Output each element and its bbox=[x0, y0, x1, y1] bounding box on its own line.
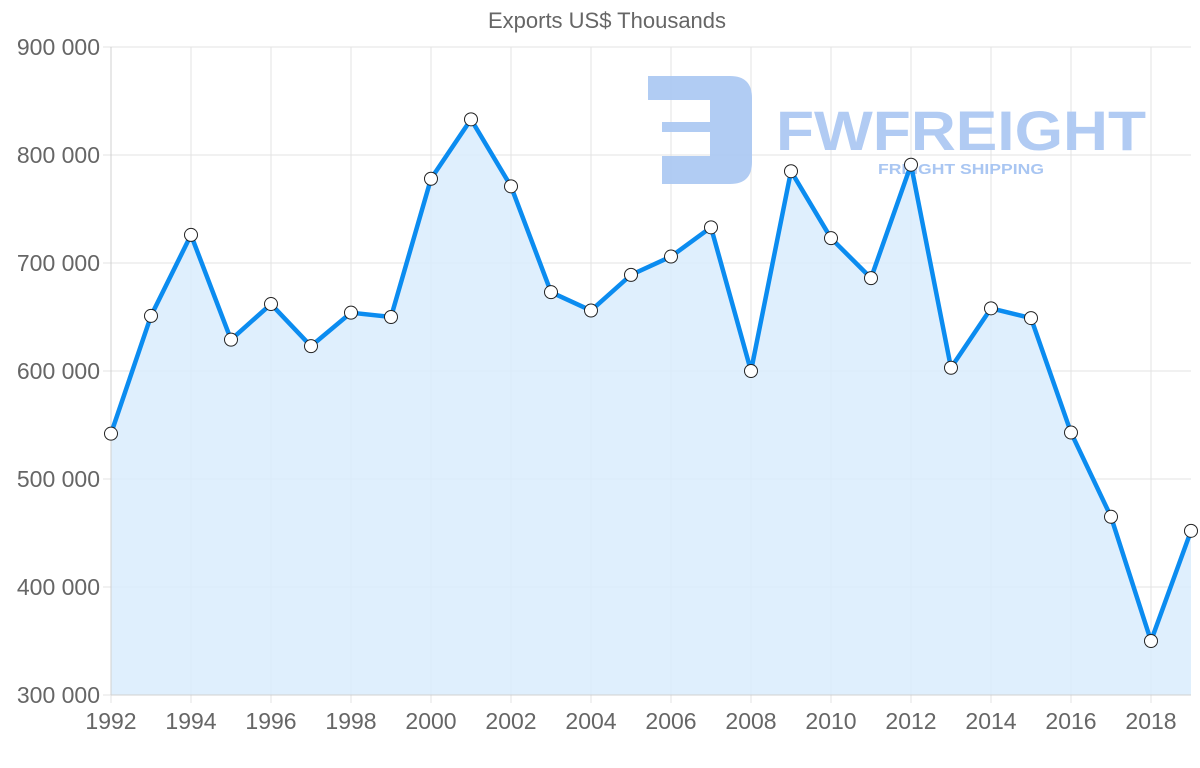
data-point[interactable] bbox=[864, 271, 878, 286]
watermark-tagline: FREIGHT SHIPPING bbox=[878, 161, 1044, 178]
x-tick-label: 2000 bbox=[405, 708, 456, 734]
logo-mark-icon bbox=[648, 76, 752, 184]
data-point[interactable] bbox=[1064, 425, 1078, 440]
x-tick-label: 2008 bbox=[725, 708, 776, 734]
x-tick-label: 2002 bbox=[485, 708, 536, 734]
data-point[interactable] bbox=[624, 267, 638, 282]
data-point[interactable] bbox=[264, 297, 278, 312]
data-point[interactable] bbox=[704, 220, 718, 235]
x-tick-label: 2006 bbox=[645, 708, 696, 734]
data-line bbox=[108, 117, 1194, 644]
data-point[interactable] bbox=[344, 305, 358, 320]
data-point[interactable] bbox=[784, 164, 798, 179]
watermark-logo: FWFREIGHT FREIGHT SHIPPING bbox=[648, 76, 1146, 184]
x-tick-label: 1994 bbox=[165, 708, 216, 734]
x-tick-label: 2010 bbox=[805, 708, 856, 734]
x-tick-label: 2012 bbox=[885, 708, 936, 734]
data-point[interactable] bbox=[1024, 311, 1038, 326]
x-tick-label: 2004 bbox=[565, 708, 616, 734]
data-point[interactable] bbox=[904, 157, 918, 172]
data-point[interactable] bbox=[504, 179, 518, 194]
y-tick-label: 600 000 bbox=[17, 358, 100, 384]
y-tick-label: 900 000 bbox=[17, 34, 100, 60]
data-point[interactable] bbox=[544, 285, 558, 300]
x-tick-label: 2018 bbox=[1125, 708, 1176, 734]
area-fill-path bbox=[111, 119, 1191, 696]
area-fill bbox=[111, 119, 1191, 696]
y-tick-label: 700 000 bbox=[17, 250, 100, 276]
chart-title: Exports US$ Thousands bbox=[487, 8, 727, 33]
x-tick-label: 1992 bbox=[85, 708, 136, 734]
watermark-brand: FWFREIGHT bbox=[776, 99, 1146, 162]
data-point[interactable] bbox=[824, 231, 838, 246]
data-point[interactable] bbox=[1144, 634, 1158, 648]
axes: 300 000 400 000 500 000 600 000 700 000 800 0… bbox=[17, 34, 1191, 734]
data-point[interactable] bbox=[744, 364, 758, 378]
data-point[interactable] bbox=[184, 227, 198, 242]
data-point[interactable] bbox=[224, 332, 238, 347]
data-point[interactable] bbox=[1184, 523, 1198, 538]
data-point[interactable] bbox=[664, 249, 678, 264]
x-tick-label: 1996 bbox=[245, 708, 296, 734]
y-tick-label: 800 000 bbox=[17, 142, 100, 168]
data-point[interactable] bbox=[144, 308, 158, 323]
data-point[interactable] bbox=[944, 360, 958, 375]
data-point[interactable] bbox=[104, 426, 118, 441]
data-point[interactable] bbox=[584, 303, 598, 318]
data-point[interactable] bbox=[1104, 509, 1118, 524]
x-tick-label: 2016 bbox=[1045, 708, 1096, 734]
data-point[interactable] bbox=[304, 339, 318, 354]
x-tick-label: 1998 bbox=[325, 708, 376, 734]
data-point[interactable] bbox=[384, 310, 398, 324]
x-tick-label: 2014 bbox=[965, 708, 1016, 734]
y-tick-label: 500 000 bbox=[17, 466, 100, 492]
data-point[interactable] bbox=[984, 301, 998, 316]
y-tick-label: 400 000 bbox=[17, 574, 100, 600]
data-points bbox=[104, 112, 1198, 648]
data-point[interactable] bbox=[464, 112, 478, 127]
y-tick-label: 300 000 bbox=[17, 682, 100, 708]
series-line bbox=[108, 117, 1194, 644]
data-point[interactable] bbox=[424, 171, 438, 186]
